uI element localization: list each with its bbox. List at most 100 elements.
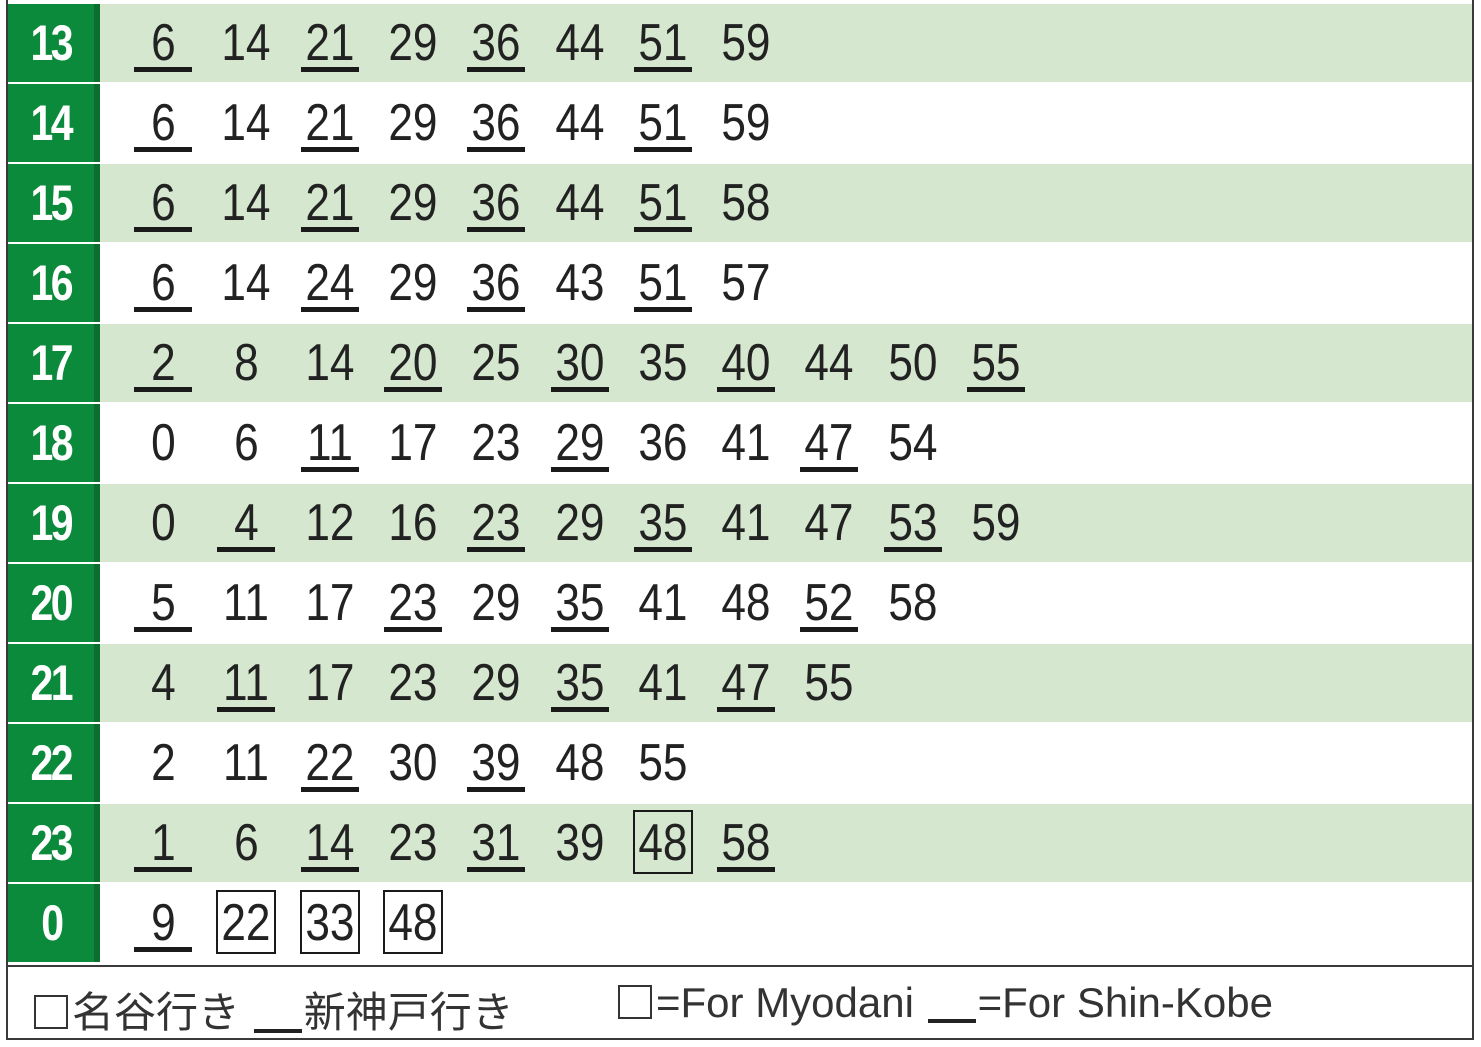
departure-minute: 21 <box>305 174 355 232</box>
departure-myodani: 48 <box>628 804 698 882</box>
departure: 35 <box>628 324 698 402</box>
departure-minute: 9 <box>150 894 176 952</box>
departure-minute: 29 <box>554 494 605 552</box>
departure-shinkobe: 21 <box>295 84 365 162</box>
departure: 23 <box>378 804 448 882</box>
minutes-area: 2 11 22 30 39 48 55 <box>100 724 1472 802</box>
departure-minute: 58 <box>721 174 771 232</box>
hour-cell: 14 <box>8 84 94 162</box>
departure-minute: 22 <box>221 894 271 952</box>
myodani-box-icon <box>216 890 277 954</box>
legend-en-myodani: =For Myodani <box>656 979 914 1026</box>
departure-minute: 6 <box>150 94 176 152</box>
departure-minute: 47 <box>804 414 854 472</box>
departure-minute: 6 <box>233 814 259 872</box>
departure-shinkobe: 52 <box>794 564 864 642</box>
myodani-box-icon <box>299 890 360 954</box>
hour-divider <box>94 804 100 882</box>
hour-divider <box>94 404 100 482</box>
departure: 14 <box>211 244 281 322</box>
departure: 44 <box>794 324 864 402</box>
departure-minute: 36 <box>471 254 521 312</box>
hour-cell: 0 <box>8 884 94 962</box>
departure-minute: 23 <box>471 494 521 552</box>
departure-minute: 23 <box>471 414 521 472</box>
departure-shinkobe: 51 <box>628 4 698 82</box>
hour-label: 23 <box>30 815 74 871</box>
departure-minute: 29 <box>388 14 438 72</box>
departure-shinkobe: 4 <box>211 484 281 562</box>
departure-minute: 40 <box>721 334 771 392</box>
departure-minute: 20 <box>388 334 438 392</box>
departure-minute: 44 <box>554 94 605 152</box>
departure: 14 <box>211 164 281 242</box>
departure-minute: 14 <box>221 174 271 232</box>
departure-minute: 53 <box>888 494 938 552</box>
departure-minute: 25 <box>471 334 521 392</box>
hour-divider <box>94 4 100 82</box>
departure-minute: 41 <box>638 574 688 632</box>
departure-shinkobe: 35 <box>545 564 615 642</box>
timetable-row: 19 0 4 12 16 23 29 35 41 47 53 59 <box>8 484 1472 562</box>
departure-minute: 57 <box>721 254 771 312</box>
departure-shinkobe: 2 <box>128 324 198 402</box>
hour-label: 19 <box>30 495 74 551</box>
departure-myodani: 22 <box>211 884 281 962</box>
departure-minute: 43 <box>554 254 605 312</box>
minutes-area: 6 14 21 29 36 44 51 59 <box>100 84 1472 162</box>
departure-minute: 11 <box>223 734 270 792</box>
myodani-box-icon <box>382 890 443 954</box>
hour-divider <box>94 884 100 962</box>
departure-minute: 29 <box>554 414 605 472</box>
departure: 55 <box>794 644 864 722</box>
departure-shinkobe: 6 <box>128 244 198 322</box>
departure-minute: 11 <box>223 654 270 712</box>
hour-label: 14 <box>30 95 74 151</box>
departure-shinkobe: 6 <box>128 4 198 82</box>
departure: 23 <box>378 644 448 722</box>
departure: 58 <box>711 164 781 242</box>
departure: 58 <box>878 564 948 642</box>
departure-minute: 17 <box>388 414 438 472</box>
departure-shinkobe: 53 <box>878 484 948 562</box>
hour-divider <box>94 244 100 322</box>
legend-english: =For Myodani =For Shin-Kobe <box>618 979 1273 1027</box>
departure-minute: 14 <box>221 254 271 312</box>
departure-shinkobe: 47 <box>711 644 781 722</box>
departure: 14 <box>211 4 281 82</box>
departure: 16 <box>378 484 448 562</box>
departure-minute: 4 <box>233 494 259 552</box>
departure-minute: 36 <box>471 174 521 232</box>
departure-minute: 36 <box>471 14 521 72</box>
departure-minute: 23 <box>388 574 438 632</box>
departure-minute: 35 <box>554 574 605 632</box>
departure-shinkobe: 51 <box>628 164 698 242</box>
departure-minute: 23 <box>388 814 438 872</box>
departure: 29 <box>378 4 448 82</box>
departure: 23 <box>461 404 531 482</box>
departure-shinkobe: 55 <box>961 324 1031 402</box>
departure: 36 <box>628 404 698 482</box>
departure-minute: 55 <box>804 654 854 712</box>
departure-minute: 30 <box>388 734 438 792</box>
departure-minute: 47 <box>721 654 771 712</box>
departure-shinkobe: 11 <box>211 644 281 722</box>
hour-label: 22 <box>30 735 74 791</box>
departure-shinkobe: 47 <box>794 404 864 482</box>
legend-jp-myodani: 名谷行き <box>72 989 241 1036</box>
departure: 17 <box>295 564 365 642</box>
departure: 2 <box>128 724 198 802</box>
departure: 59 <box>711 84 781 162</box>
departure-minute: 48 <box>554 734 605 792</box>
hour-label: 13 <box>30 15 74 71</box>
departure: 29 <box>378 84 448 162</box>
departure-shinkobe: 23 <box>461 484 531 562</box>
myodani-box-icon <box>632 810 693 874</box>
departure-minute: 6 <box>150 14 176 72</box>
departure-minute: 29 <box>388 174 438 232</box>
departure-minute: 29 <box>471 654 521 712</box>
departure-myodani: 48 <box>378 884 448 962</box>
departure-shinkobe: 20 <box>378 324 448 402</box>
departure-shinkobe: 5 <box>128 564 198 642</box>
departure-minute: 36 <box>471 94 521 152</box>
